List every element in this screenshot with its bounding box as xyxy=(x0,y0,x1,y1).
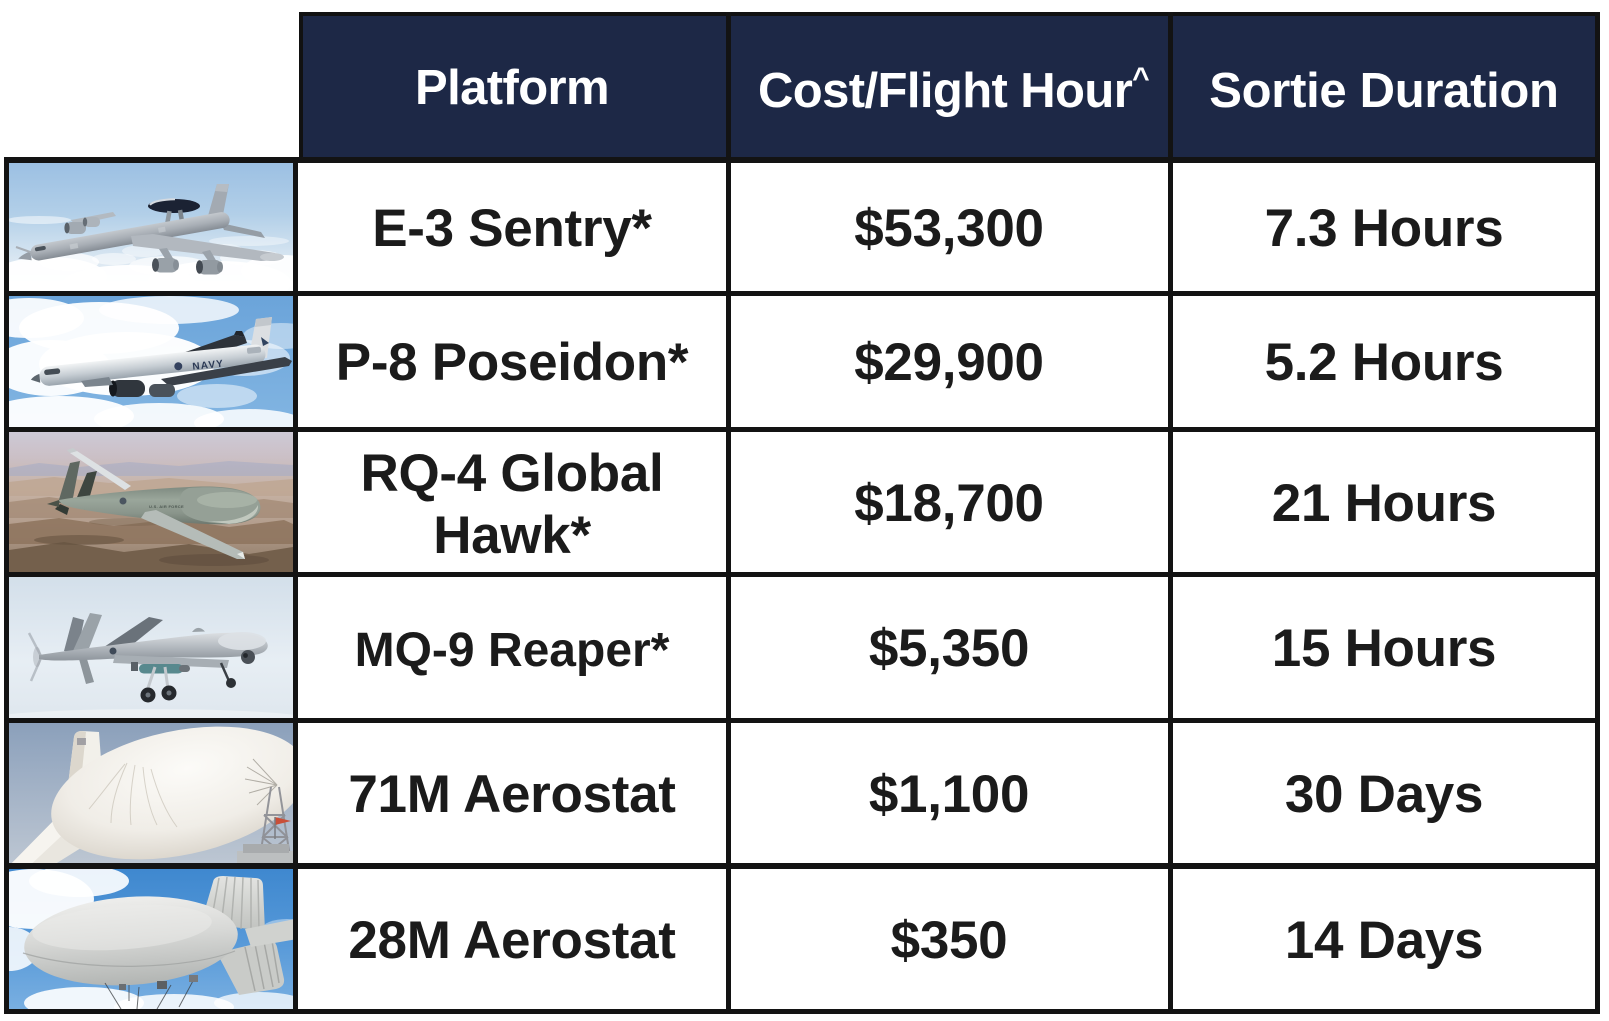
svg-text:Sortie Duration: Sortie Duration xyxy=(1209,64,1558,118)
svg-text:P-8 Poseidon*: P-8 Poseidon* xyxy=(336,333,689,392)
svg-text:Cost/Flight Hour^: Cost/Flight Hour^ xyxy=(758,62,1149,118)
svg-text:30 Days: 30 Days xyxy=(1285,765,1483,824)
svg-text:$350: $350 xyxy=(891,911,1008,970)
svg-text:$1,100: $1,100 xyxy=(869,765,1029,824)
svg-text:15 Hours: 15 Hours xyxy=(1272,619,1496,678)
svg-text:$5,350: $5,350 xyxy=(869,619,1029,678)
svg-text:Platform: Platform xyxy=(415,61,609,115)
svg-text:7.3 Hours: 7.3 Hours xyxy=(1265,199,1504,258)
svg-text:E-3 Sentry*: E-3 Sentry* xyxy=(372,199,652,258)
svg-text:$18,700: $18,700 xyxy=(854,474,1043,533)
svg-text:RQ-4 Global: RQ-4 Global xyxy=(361,444,664,503)
svg-text:14 Days: 14 Days xyxy=(1285,911,1483,970)
svg-text:U.S. AIR FORCE: U.S. AIR FORCE xyxy=(149,504,184,509)
svg-text:Hawk*: Hawk* xyxy=(433,506,591,565)
svg-text:$29,900: $29,900 xyxy=(854,333,1043,392)
svg-text:21 Hours: 21 Hours xyxy=(1272,474,1496,533)
svg-text:28M Aerostat: 28M Aerostat xyxy=(348,911,675,970)
svg-text:71M Aerostat: 71M Aerostat xyxy=(348,765,675,824)
svg-text:$53,300: $53,300 xyxy=(854,199,1043,258)
svg-text:5.2 Hours: 5.2 Hours xyxy=(1265,333,1504,392)
svg-text:MQ-9 Reaper*: MQ-9 Reaper* xyxy=(355,624,670,677)
